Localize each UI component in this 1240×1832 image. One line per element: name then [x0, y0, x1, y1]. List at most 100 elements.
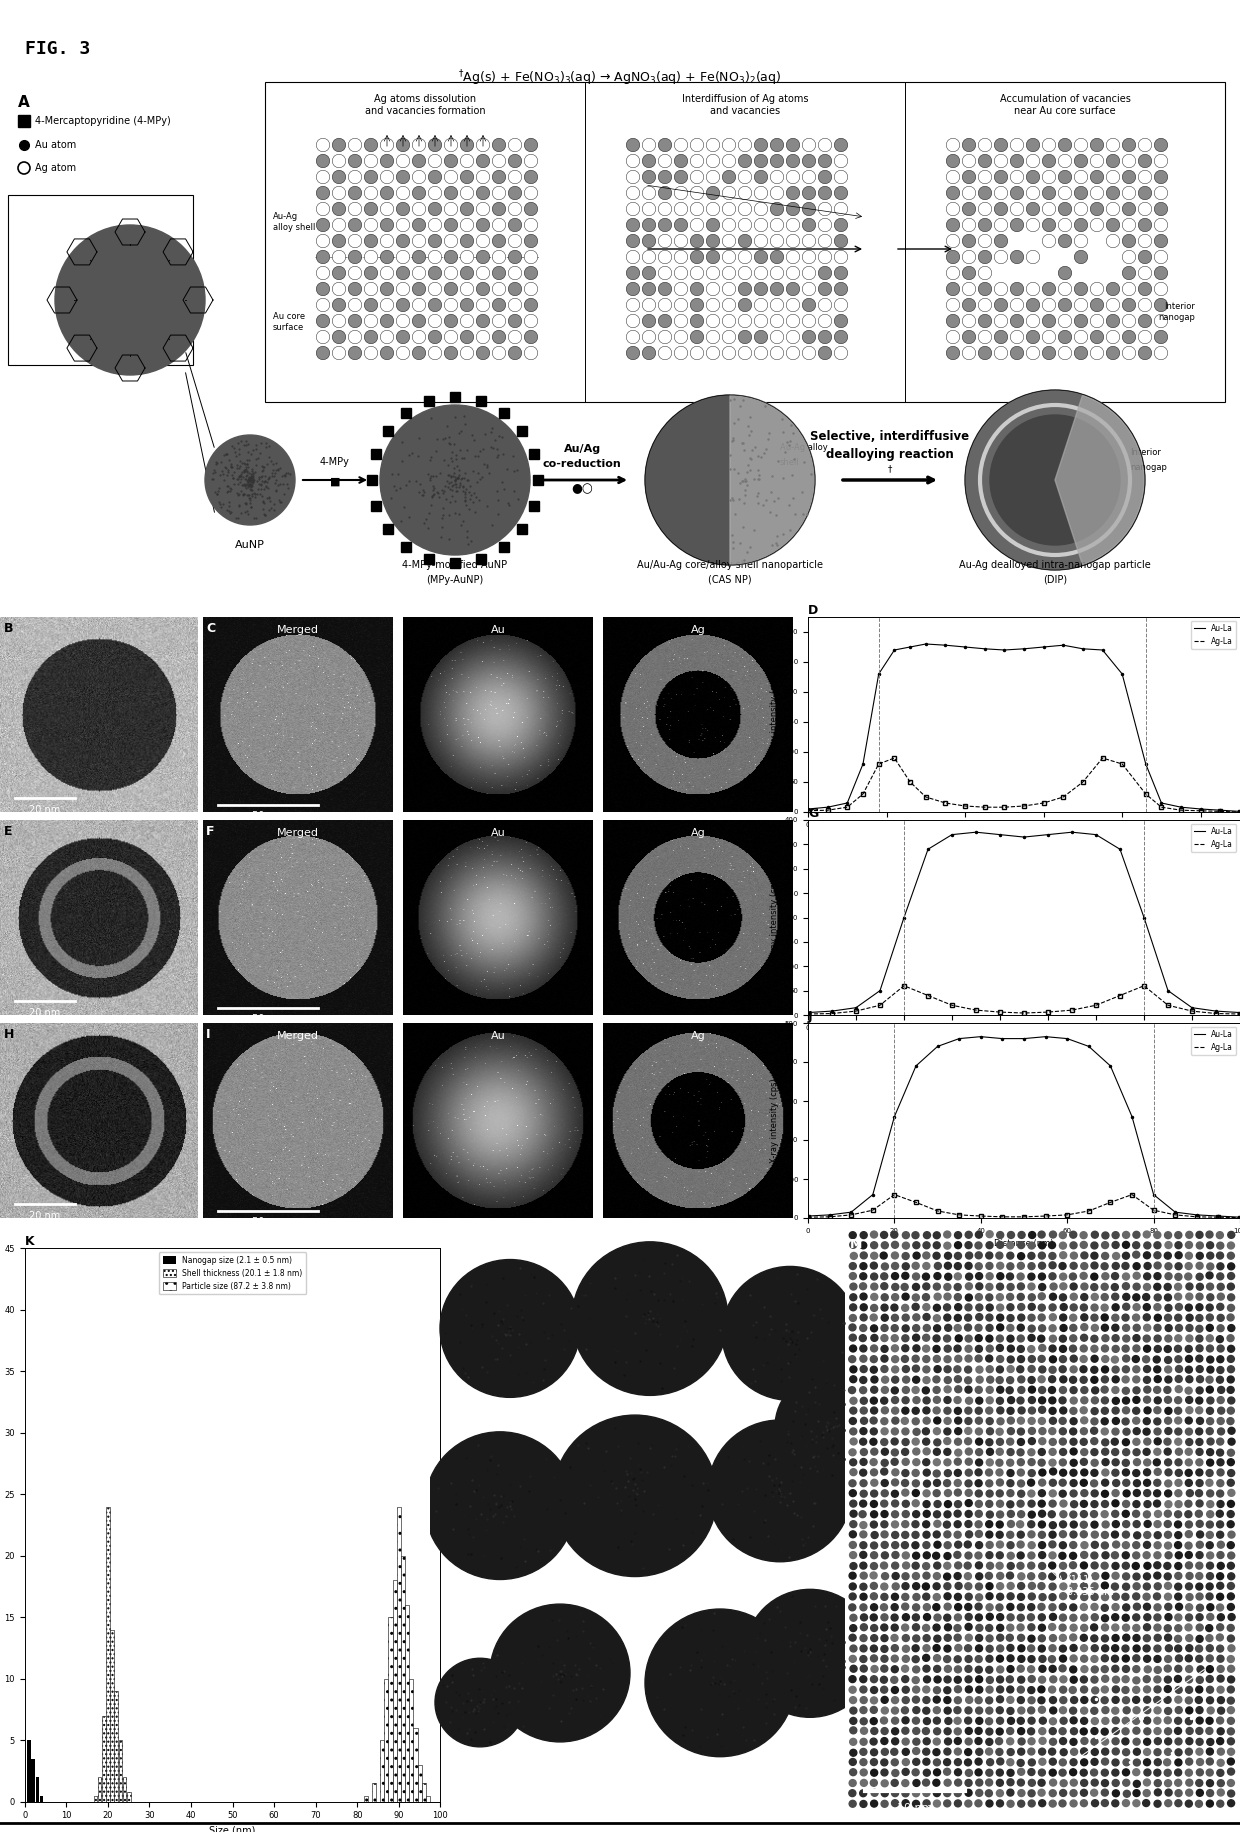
- Circle shape: [1122, 1356, 1130, 1361]
- Circle shape: [1216, 1336, 1224, 1343]
- Ag-La: [887, 747, 901, 769]
- Circle shape: [870, 1779, 878, 1786]
- Circle shape: [986, 1614, 993, 1619]
- Circle shape: [1138, 234, 1152, 247]
- Circle shape: [1007, 1438, 1013, 1445]
- Circle shape: [1123, 1790, 1131, 1797]
- Circle shape: [658, 187, 672, 200]
- Circle shape: [976, 1345, 982, 1352]
- Circle shape: [923, 1594, 930, 1599]
- Text: C: C: [206, 623, 215, 636]
- Circle shape: [880, 1656, 888, 1662]
- Circle shape: [1091, 1438, 1097, 1445]
- Circle shape: [1133, 1500, 1140, 1508]
- Circle shape: [944, 1293, 951, 1301]
- Circle shape: [1138, 315, 1152, 328]
- Circle shape: [880, 1594, 888, 1601]
- Bar: [367, 474, 377, 485]
- Circle shape: [965, 1242, 972, 1249]
- Circle shape: [1216, 1438, 1224, 1445]
- Circle shape: [1176, 1739, 1182, 1744]
- Circle shape: [880, 1356, 888, 1363]
- Au-La: [1193, 799, 1208, 821]
- Circle shape: [913, 1696, 920, 1704]
- Circle shape: [1143, 1541, 1151, 1548]
- Circle shape: [934, 1282, 940, 1290]
- Circle shape: [1164, 1284, 1172, 1290]
- Circle shape: [1049, 1438, 1056, 1445]
- Circle shape: [1216, 1634, 1224, 1641]
- Circle shape: [976, 1387, 982, 1394]
- Circle shape: [1070, 1293, 1078, 1301]
- Ag-La: [1146, 1200, 1161, 1222]
- Circle shape: [870, 1449, 878, 1455]
- Ag-La: [1017, 1205, 1032, 1227]
- Circle shape: [1185, 1707, 1193, 1715]
- Ag-La: [1065, 998, 1080, 1020]
- Circle shape: [1154, 299, 1168, 311]
- Circle shape: [1207, 1779, 1214, 1786]
- Circle shape: [381, 218, 394, 231]
- Circle shape: [870, 1314, 877, 1321]
- Circle shape: [861, 1707, 867, 1713]
- Circle shape: [1038, 1645, 1045, 1652]
- Circle shape: [444, 315, 458, 328]
- Bar: [393, 1581, 397, 1801]
- Circle shape: [444, 187, 458, 200]
- Circle shape: [1049, 1427, 1055, 1434]
- Circle shape: [913, 1356, 919, 1363]
- Text: Selective, interdiffusive: Selective, interdiffusive: [811, 431, 970, 443]
- Ag-La: [1161, 995, 1176, 1017]
- Circle shape: [954, 1707, 961, 1713]
- Circle shape: [870, 1334, 878, 1341]
- Circle shape: [872, 1532, 878, 1539]
- Circle shape: [1143, 1314, 1151, 1321]
- Circle shape: [892, 1478, 899, 1486]
- Circle shape: [944, 1645, 951, 1652]
- Circle shape: [1112, 1398, 1120, 1405]
- Circle shape: [934, 1231, 940, 1238]
- Circle shape: [870, 1376, 878, 1383]
- Circle shape: [1154, 1790, 1162, 1795]
- Circle shape: [1185, 1801, 1193, 1806]
- Circle shape: [1018, 1656, 1024, 1662]
- Circle shape: [965, 1594, 972, 1599]
- Circle shape: [1080, 1356, 1087, 1363]
- Circle shape: [428, 218, 441, 231]
- Circle shape: [1059, 1603, 1066, 1610]
- Circle shape: [508, 218, 522, 231]
- Circle shape: [1074, 202, 1087, 216]
- Circle shape: [859, 1790, 867, 1797]
- Text: Ag: Ag: [691, 1031, 706, 1041]
- Circle shape: [1090, 299, 1104, 311]
- Circle shape: [1122, 1303, 1130, 1310]
- Circle shape: [923, 1645, 930, 1652]
- Circle shape: [1185, 1253, 1193, 1259]
- Circle shape: [903, 1768, 909, 1775]
- Circle shape: [944, 1574, 951, 1579]
- Circle shape: [642, 299, 656, 311]
- Circle shape: [1218, 1674, 1224, 1682]
- Circle shape: [962, 234, 976, 247]
- Circle shape: [1049, 1623, 1055, 1630]
- Circle shape: [1049, 1522, 1056, 1528]
- Circle shape: [428, 234, 441, 247]
- Circle shape: [1028, 1676, 1035, 1682]
- Circle shape: [1059, 1418, 1066, 1423]
- Circle shape: [1028, 1273, 1035, 1281]
- Line: Au-La: Au-La: [808, 645, 1240, 812]
- Text: Merged: Merged: [277, 1031, 319, 1041]
- Circle shape: [1074, 315, 1087, 328]
- Circle shape: [901, 1449, 909, 1455]
- Circle shape: [1164, 1521, 1172, 1528]
- Circle shape: [1050, 1282, 1056, 1290]
- Circle shape: [770, 266, 784, 280]
- Circle shape: [1197, 1552, 1203, 1559]
- Circle shape: [365, 346, 378, 359]
- Circle shape: [859, 1500, 867, 1508]
- Circle shape: [934, 1572, 940, 1579]
- Circle shape: [880, 1634, 888, 1641]
- Circle shape: [975, 1799, 982, 1806]
- Circle shape: [978, 202, 992, 216]
- Circle shape: [802, 251, 816, 264]
